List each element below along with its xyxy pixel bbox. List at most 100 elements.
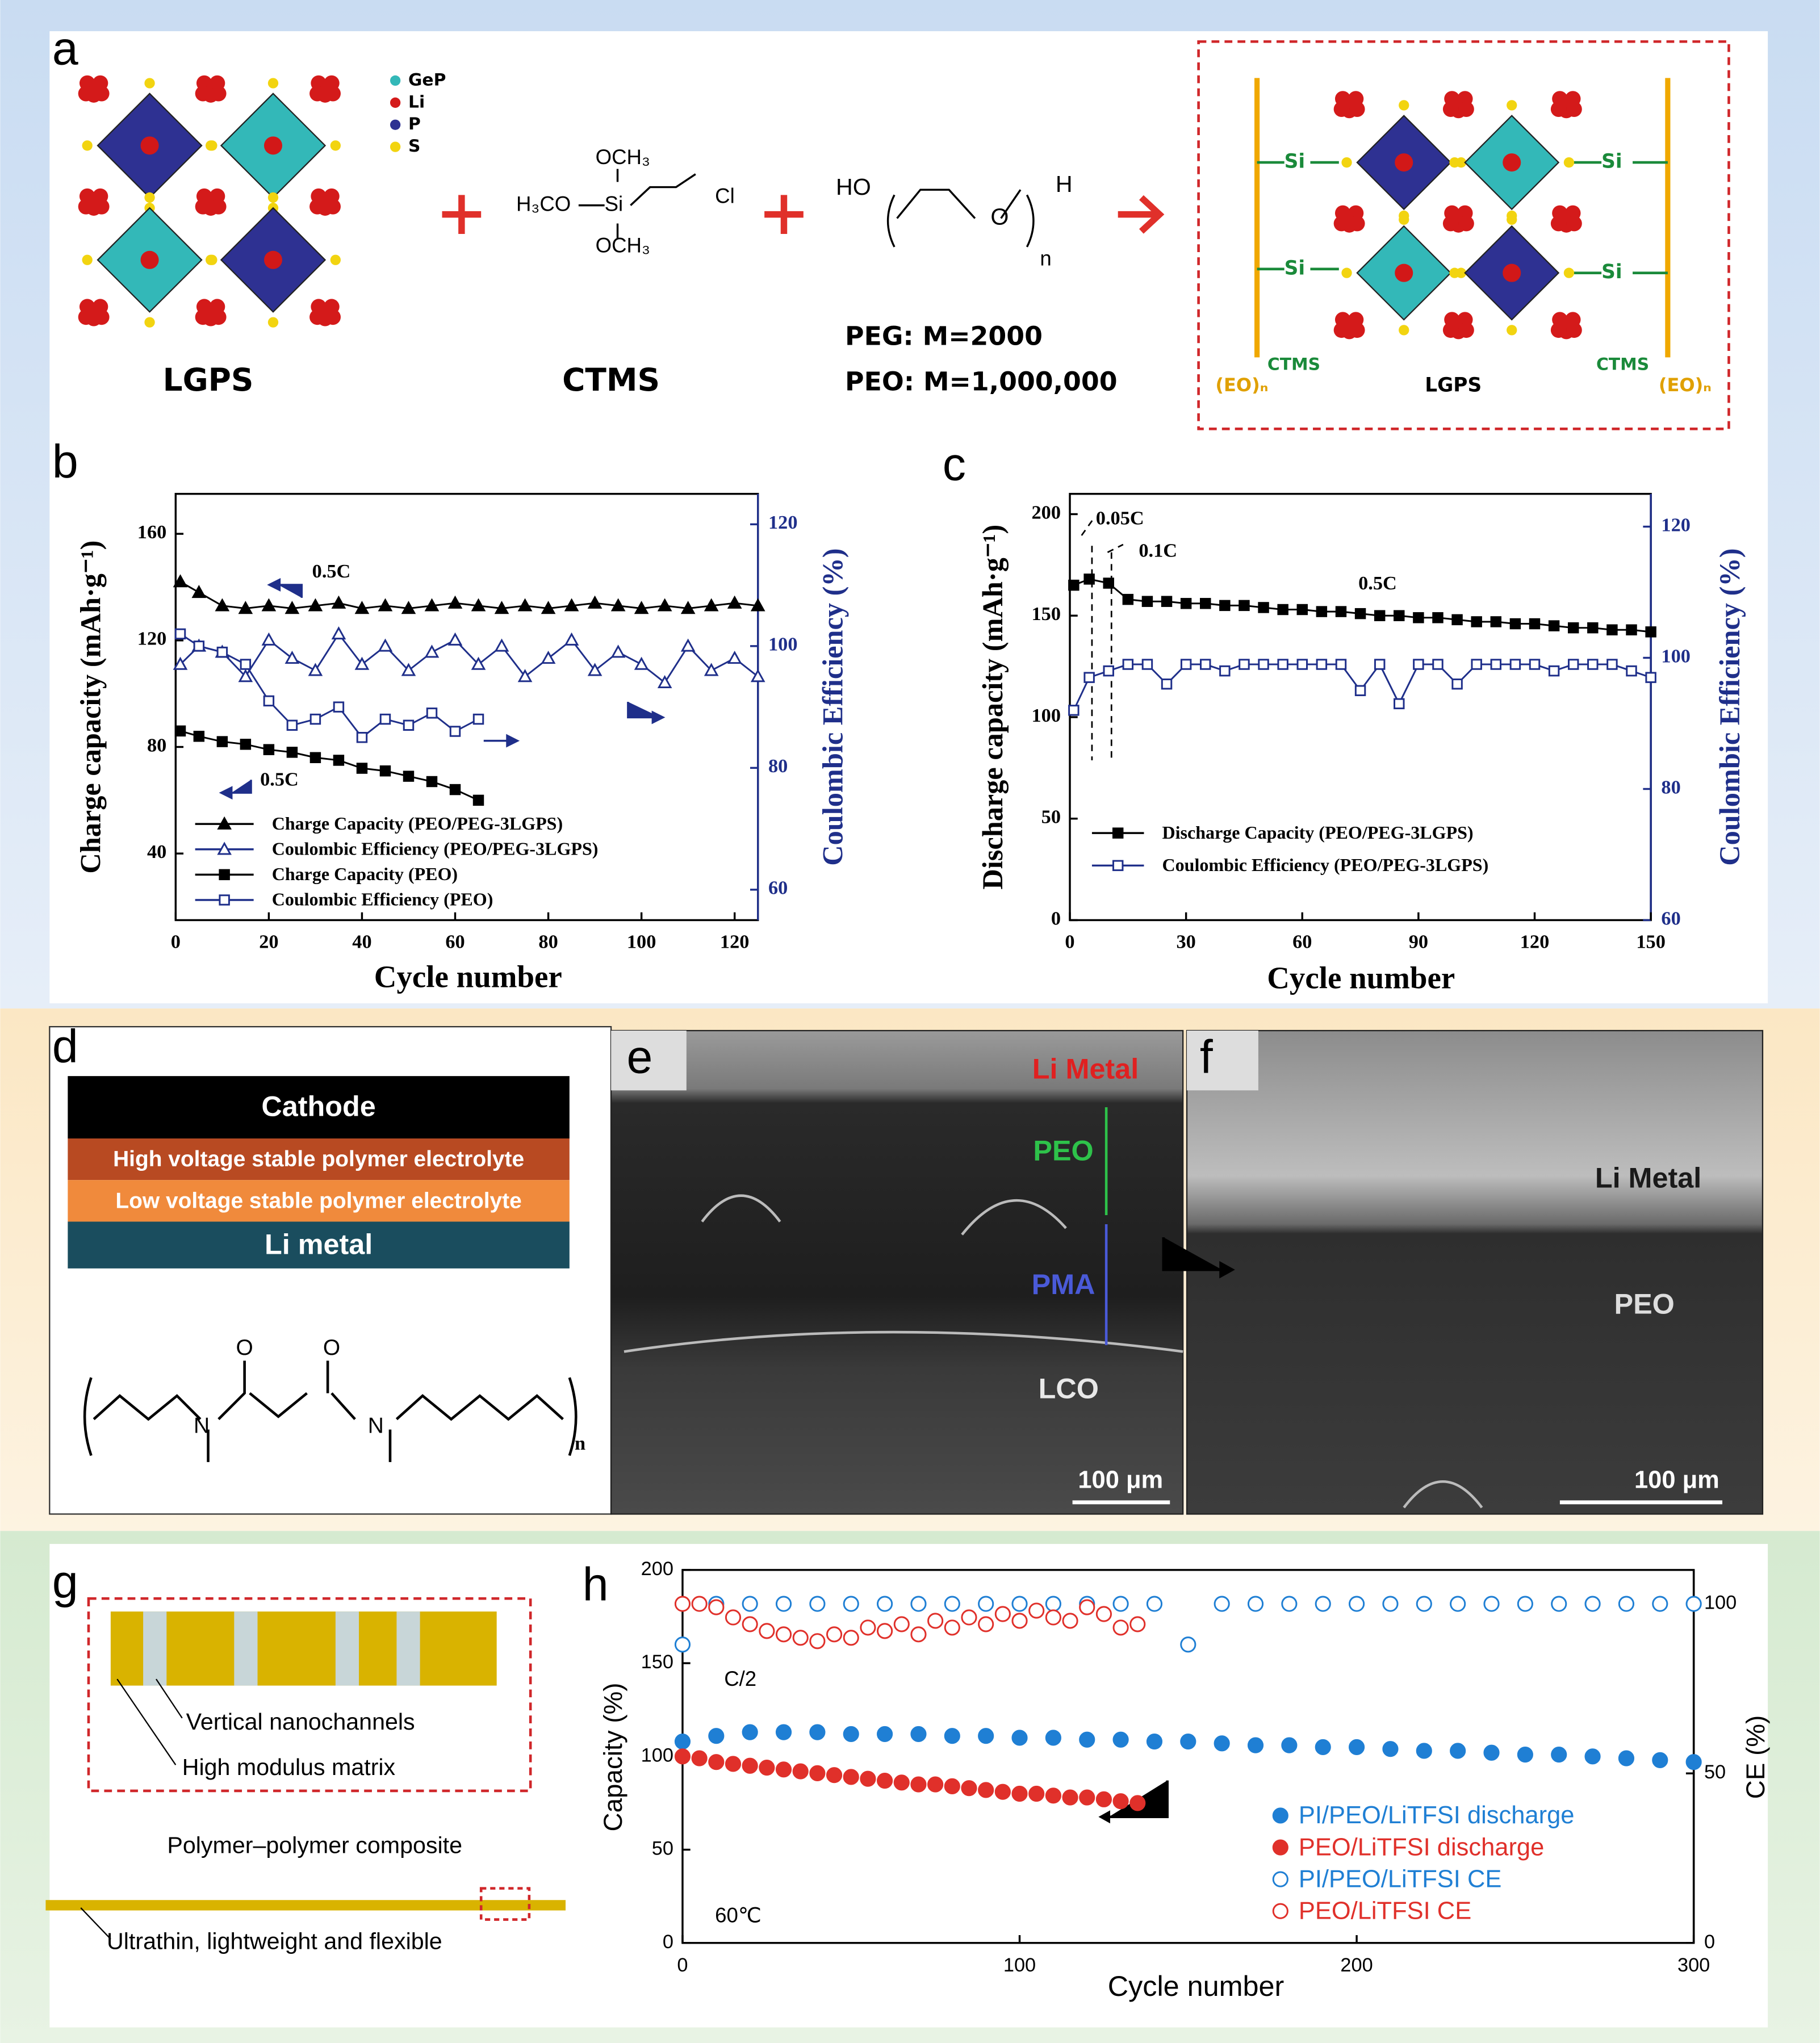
marker <box>174 628 186 640</box>
marker <box>219 869 230 881</box>
marker <box>1374 610 1386 621</box>
marker <box>1239 659 1250 670</box>
marker <box>1045 1730 1061 1746</box>
marker <box>944 1778 960 1794</box>
annotation: 0.5C <box>312 560 351 582</box>
legend-text: PEO/LiTFSI CE <box>1299 1897 1471 1924</box>
marker <box>843 1596 859 1612</box>
atom-li <box>1458 322 1474 338</box>
marker <box>910 1726 927 1742</box>
atom-label: H₃CO <box>516 192 571 215</box>
marker <box>1606 624 1618 635</box>
marker <box>472 713 484 725</box>
atom-label: N <box>368 1413 384 1438</box>
nanochannel <box>234 1611 258 1686</box>
marker <box>1450 1743 1466 1759</box>
marker <box>1354 685 1366 696</box>
ctms-label: CTMS <box>1596 355 1649 375</box>
marker <box>1618 1596 1635 1612</box>
marker <box>261 598 277 612</box>
atom-li <box>309 199 325 215</box>
marker <box>809 1724 826 1740</box>
layer-label: High voltage stable polymer electrolyte <box>113 1147 524 1171</box>
y2-tick-label: 100 <box>1704 1592 1737 1614</box>
marker <box>674 1596 691 1612</box>
atom-s <box>205 254 216 265</box>
legend-text: PI/PEO/LiTFSI CE <box>1299 1865 1501 1893</box>
marker <box>1272 1903 1288 1919</box>
marker <box>708 1754 725 1770</box>
marker <box>1079 1789 1095 1806</box>
x-tick-label: 0 <box>171 931 181 953</box>
y2-tick-label: 100 <box>1661 645 1691 667</box>
atom-ge <box>1503 153 1521 172</box>
legend-text: Coulombic Efficiency (PEO/PEG-3LGPS) <box>1162 855 1489 875</box>
marker <box>449 726 461 737</box>
legend-text: GeP <box>408 70 446 90</box>
atom-s <box>1341 157 1352 168</box>
y-axis-label: Capacity (%) <box>599 1682 627 1831</box>
marker <box>1200 659 1211 670</box>
atom-label: Si <box>605 192 624 215</box>
marker <box>286 719 298 731</box>
marker <box>1028 1602 1045 1619</box>
marker <box>1529 618 1541 630</box>
marker <box>424 598 440 612</box>
y-axis-label: Discharge capacity (mAh·g⁻¹) <box>977 525 1009 890</box>
atom-ge <box>140 136 159 155</box>
region-label: LCO <box>1039 1372 1099 1404</box>
marker <box>1626 665 1637 677</box>
atom-s <box>267 78 279 89</box>
marker <box>750 598 765 612</box>
atom-li <box>1333 101 1350 117</box>
marker <box>610 644 626 658</box>
marker <box>1471 659 1482 670</box>
marker <box>1161 678 1173 690</box>
layer <box>68 1076 570 1138</box>
marker <box>587 663 603 676</box>
arrow <box>1118 195 1165 234</box>
marker <box>775 1596 792 1612</box>
y2-axis-label: Coulombic Efficiency (%) <box>1714 548 1746 865</box>
marker <box>1584 1748 1601 1765</box>
marker <box>742 1616 758 1632</box>
marker <box>1548 665 1560 677</box>
y-tick-label: 0 <box>1051 907 1061 929</box>
panel-label: f <box>1200 1031 1213 1083</box>
marker <box>541 650 556 664</box>
compound-name: CTMS <box>562 362 660 398</box>
y-tick-label: 100 <box>641 1744 673 1766</box>
y2-axis-label: CE (%) <box>1741 1715 1770 1799</box>
marker <box>1315 1739 1331 1755</box>
marker <box>826 1626 843 1643</box>
x-tick-label: 200 <box>1340 1954 1373 1976</box>
y2-tick-label: 60 <box>768 877 788 899</box>
panel-label: g <box>52 1556 78 1608</box>
atom-s <box>1507 100 1517 111</box>
y2-tick-label: 120 <box>768 512 798 533</box>
marker <box>284 650 300 664</box>
atom-s <box>82 254 93 265</box>
x-tick-label: 120 <box>1520 931 1550 953</box>
marker <box>1551 1596 1567 1612</box>
marker <box>1374 659 1386 670</box>
marker <box>910 1626 927 1643</box>
marker <box>927 1776 944 1793</box>
marker <box>426 776 438 788</box>
annotation: High modulus matrix <box>182 1754 396 1780</box>
marker <box>860 1770 876 1787</box>
sem-image-f <box>1186 1029 1764 1515</box>
matrix-block <box>110 1611 497 1686</box>
marker <box>634 601 649 614</box>
annotation: 0.1C <box>1139 540 1177 562</box>
marker <box>944 1596 960 1612</box>
marker <box>1413 659 1424 670</box>
atom-s <box>144 192 155 203</box>
marker <box>1548 620 1560 631</box>
marker <box>1567 659 1579 670</box>
marker <box>944 1619 960 1636</box>
marker <box>1129 1795 1146 1811</box>
layer <box>68 1138 570 1180</box>
marker <box>1349 1739 1365 1755</box>
